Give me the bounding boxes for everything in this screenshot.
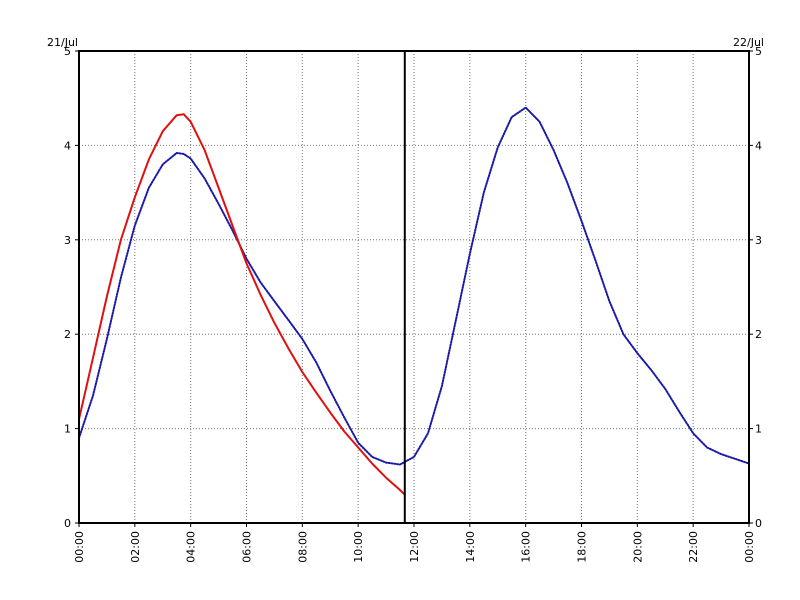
y-tick-label-right: 5	[755, 45, 762, 58]
x-axis: 00:00 02:00 04:00 06:00 08:00 10:00 12:00 14:00…	[73, 523, 756, 563]
y-tick-label-right: 3	[755, 234, 762, 247]
y-tick-label-right: 2	[755, 328, 762, 341]
series-line-solid	[78, 113, 406, 496]
x-tick-label: 20:00	[631, 531, 644, 563]
y-tick-label-left: 2	[64, 328, 71, 341]
date-label-right: 22/Jul	[733, 36, 764, 49]
y-tick-label-left: 5	[64, 45, 71, 58]
plot-frame	[78, 50, 750, 524]
y-tick-label-right: 0	[755, 517, 762, 530]
y-tick-label-left: 3	[64, 234, 71, 247]
y-tick-label-left: 0	[64, 517, 71, 530]
x-tick-label: 12:00	[408, 531, 421, 563]
date-label-left: 21/Jul	[47, 36, 78, 49]
x-tick-label: 16:00	[520, 531, 533, 563]
x-tick-label: 14:00	[464, 531, 477, 563]
x-tick-label: 22:00	[687, 531, 700, 563]
x-tick-label: 02:00	[129, 531, 142, 563]
x-tick-label: 06:00	[241, 531, 254, 563]
series-layer	[78, 106, 750, 496]
series-line-dotted	[78, 106, 750, 466]
y-axis-right: 0 1 2 3 4 5	[749, 45, 762, 530]
y-tick-label-left: 1	[64, 423, 71, 436]
y-tick-label-right: 1	[755, 423, 762, 436]
x-tick-label: 10:00	[352, 531, 365, 563]
y-tick-label-left: 4	[64, 139, 71, 152]
y-tick-label-right: 4	[755, 139, 762, 152]
x-tick-label: 00:00	[743, 531, 756, 563]
x-tick-label: 08:00	[296, 531, 309, 563]
grid	[79, 51, 749, 523]
x-tick-label: 18:00	[576, 531, 589, 563]
x-tick-label: 04:00	[185, 531, 198, 563]
x-tick-label: 00:00	[73, 531, 86, 563]
y-axis-left: 0 1 2 3 4 5	[64, 45, 79, 530]
